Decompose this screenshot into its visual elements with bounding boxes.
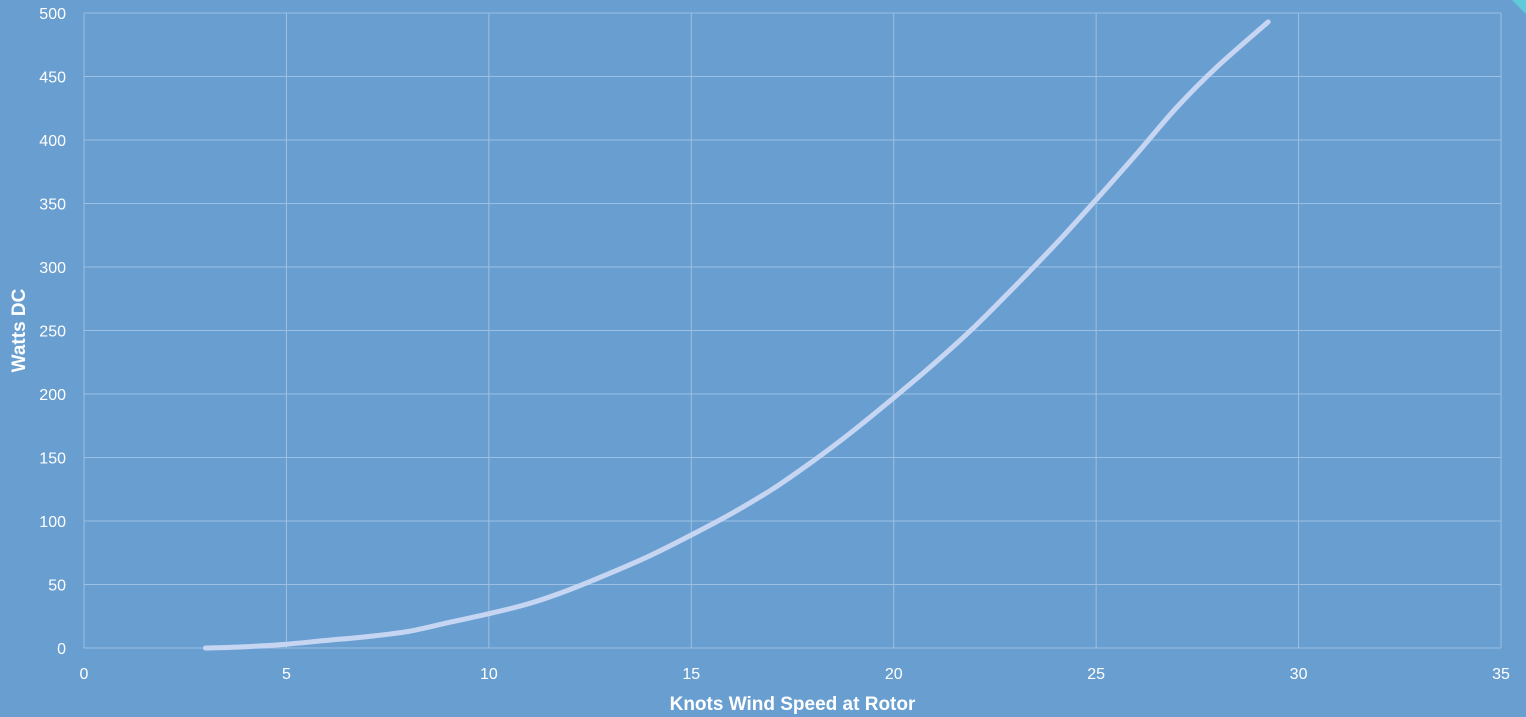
y-tick-label: 350 bbox=[39, 197, 66, 214]
y-axis-ticks: 0 50 100 150 200 250 300 350 400 450 500 bbox=[39, 6, 66, 658]
x-axis-title: Knots Wind Speed at Rotor bbox=[670, 694, 916, 715]
x-tick-label: 10 bbox=[480, 666, 498, 683]
x-tick-label: 20 bbox=[885, 666, 903, 683]
x-tick-label: 0 bbox=[80, 666, 89, 683]
x-tick-label: 30 bbox=[1290, 666, 1308, 683]
x-tick-label: 35 bbox=[1492, 666, 1510, 683]
y-tick-label: 250 bbox=[39, 324, 66, 341]
grid bbox=[83, 12, 1502, 649]
x-tick-label: 15 bbox=[682, 666, 700, 683]
y-tick-label: 50 bbox=[48, 578, 66, 595]
y-tick-label: 400 bbox=[39, 133, 66, 150]
y-tick-label: 300 bbox=[39, 260, 66, 277]
x-tick-label: 5 bbox=[282, 666, 291, 683]
series-layer bbox=[203, 19, 1271, 651]
y-tick-label: 500 bbox=[39, 6, 66, 23]
x-tick-label: 25 bbox=[1087, 666, 1105, 683]
y-tick-label: 450 bbox=[39, 70, 66, 87]
x-axis-ticks: 0 5 10 15 20 25 30 35 bbox=[80, 666, 1510, 683]
series-line bbox=[203, 19, 1271, 651]
y-axis-title: Watts DC bbox=[9, 288, 30, 372]
y-tick-label: 150 bbox=[39, 451, 66, 468]
y-tick-label: 200 bbox=[39, 387, 66, 404]
y-tick-label: 0 bbox=[57, 641, 66, 658]
corner-decoration bbox=[1512, 0, 1526, 14]
y-tick-label: 100 bbox=[39, 514, 66, 531]
